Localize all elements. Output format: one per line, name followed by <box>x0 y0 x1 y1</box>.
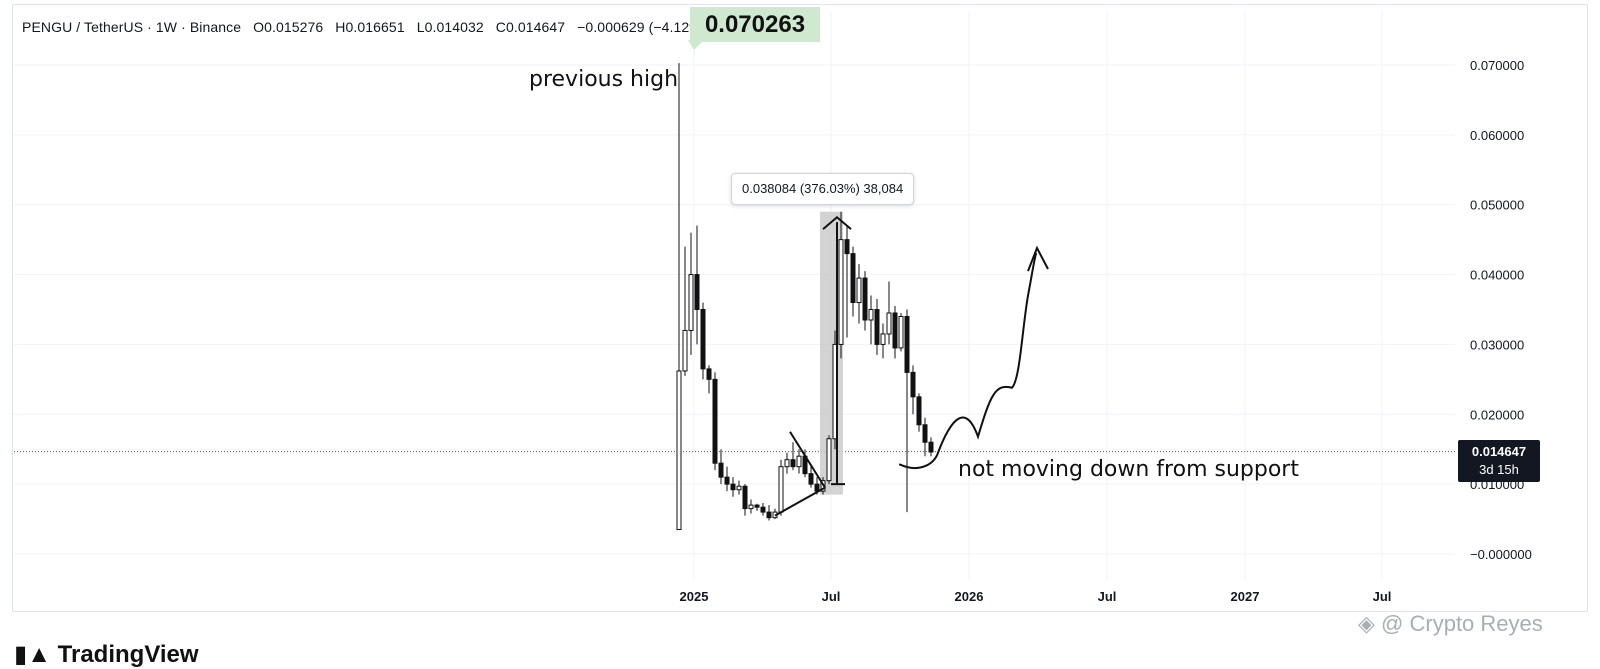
y-tick-label: 0.030000 <box>1470 337 1524 352</box>
y-tick-label: 0.040000 <box>1470 268 1524 283</box>
candle-body <box>718 462 724 478</box>
candle-body <box>850 253 856 304</box>
candle-body <box>862 277 868 321</box>
candle-body <box>844 239 850 255</box>
candle-body <box>904 315 910 373</box>
candle-body <box>928 441 934 453</box>
diamond-icon: ◈ <box>1358 611 1375 636</box>
ohlc-open: O0.015276 <box>253 19 324 35</box>
candle-body <box>778 466 784 513</box>
candle-body <box>808 473 814 485</box>
candle-body <box>748 504 754 510</box>
watermark-text: @ Crypto Reyes <box>1381 611 1543 636</box>
triangle-upper-line <box>789 431 826 489</box>
candle-body <box>676 370 682 531</box>
y-tick-label: 0.060000 <box>1470 128 1524 143</box>
y-tick-label: −0.000000 <box>1470 547 1532 562</box>
candle-body <box>724 476 730 485</box>
candle-body <box>880 333 886 345</box>
measure-tooltip: 0.038084 (376.03%) 38,084 <box>731 173 915 205</box>
previous-high-annotation: previous high <box>529 67 679 92</box>
candle-body <box>766 511 772 519</box>
triangle-lower-line <box>774 486 826 517</box>
candle-body <box>916 396 922 426</box>
candle-body <box>868 309 874 321</box>
x-tick-label: Jul <box>1373 589 1392 604</box>
candle-body <box>754 504 760 508</box>
high-price-callout-tail <box>688 40 704 50</box>
candle-body <box>796 455 802 468</box>
tradingview-logo-text: TradingView <box>57 641 199 668</box>
candle-body <box>826 438 832 482</box>
symbol-title[interactable]: PENGU / TetherUS · 1W · Binance <box>22 19 242 35</box>
high-price-callout: 0.070263 <box>690 7 820 42</box>
projection-curve <box>899 252 1037 470</box>
candle-body <box>706 368 712 380</box>
tradingview-logo-icon: ▮▲ <box>14 641 51 668</box>
candle-body <box>736 485 742 491</box>
candle-body <box>730 483 736 491</box>
ohlc-change: −0.000629 (−4.12%) <box>577 19 707 35</box>
ohlc-close: C0.014647 <box>495 19 566 35</box>
y-tick-label: 0.070000 <box>1470 58 1524 73</box>
y-tick-label: 0.050000 <box>1470 198 1524 213</box>
candle-body <box>898 315 904 349</box>
bar-countdown-label: 3d 15h <box>1479 462 1519 477</box>
candle-body <box>892 312 898 349</box>
candle-body <box>790 459 796 468</box>
x-tick-label: 2027 <box>1231 589 1260 604</box>
candle-body <box>910 371 916 398</box>
candle-body <box>922 424 928 443</box>
current-price-badge: 0.014647 3d 15h <box>1458 440 1540 482</box>
x-tick-label: Jul <box>1098 589 1117 604</box>
chart-frame[interactable] <box>12 4 1588 612</box>
candle-body <box>694 274 700 311</box>
candle-body <box>682 329 688 372</box>
x-tick-label: 2025 <box>680 589 709 604</box>
author-watermark: ◈ @ Crypto Reyes <box>1358 611 1543 637</box>
candle-body <box>700 309 706 370</box>
candle-body <box>838 239 844 345</box>
symbol-header: PENGU / TetherUS · 1W · Binance O0.01527… <box>22 19 707 35</box>
candle-body <box>712 378 718 464</box>
x-tick-label: 2026 <box>955 589 984 604</box>
candle-body <box>814 483 820 492</box>
candle-body <box>688 274 694 331</box>
measure-arrow-head <box>822 215 852 230</box>
tradingview-logo[interactable]: ▮▲ TradingView <box>14 640 199 669</box>
support-annotation: not moving down from support <box>958 457 1299 482</box>
current-price-label: 0.014647 <box>1471 444 1527 459</box>
candle-body <box>886 312 892 335</box>
candle-body <box>874 309 880 345</box>
ohlc-high: H0.016651 <box>335 19 405 35</box>
candle-body <box>760 506 766 513</box>
candle-body <box>856 277 862 304</box>
candle-body <box>784 459 790 468</box>
x-tick-label: Jul <box>822 589 841 604</box>
y-tick-label: 0.020000 <box>1470 407 1524 422</box>
candle-body <box>742 485 748 510</box>
projection-arrow-head <box>1027 245 1049 272</box>
ohlc-low: L0.014032 <box>416 19 484 35</box>
